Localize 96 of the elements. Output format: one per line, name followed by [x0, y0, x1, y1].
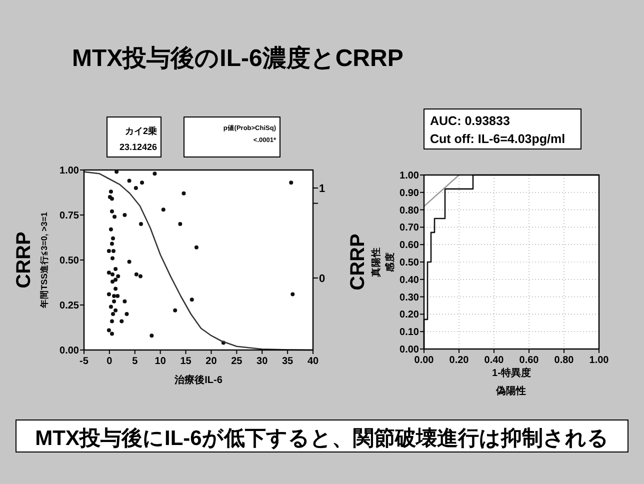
x-axis-title: 治療後IL-6 [174, 374, 223, 386]
line-series [83, 171, 314, 351]
point [112, 214, 117, 219]
text: 真陽性 [370, 247, 382, 278]
x-tick-label: 0.60 [519, 355, 540, 366]
y-tick-label: 0.75 [60, 210, 80, 222]
y-tick-label: 0.20 [400, 310, 420, 321]
x-tick-label: 0.00 [414, 355, 434, 366]
point [124, 312, 129, 316]
y-tick-label: 0.70 [400, 222, 420, 234]
y-tick-label: 0.60 [400, 240, 420, 252]
point [110, 280, 114, 284]
point [114, 308, 118, 312]
x-tick-label: 5 [132, 356, 138, 367]
x-tick-label: 25 [231, 356, 243, 367]
y-tick-label: 0.00 [60, 346, 80, 356]
point [114, 286, 118, 291]
point [110, 242, 114, 246]
point [122, 299, 127, 304]
x-tick-label: 40 [307, 356, 319, 367]
point [190, 298, 194, 302]
point [152, 172, 157, 176]
point [150, 334, 154, 338]
text: CRRP [347, 234, 369, 290]
text: 23.12426 [119, 142, 157, 152]
y-tick-label: 0.00 [400, 344, 420, 356]
point [178, 222, 182, 226]
point [114, 267, 118, 271]
chart-title: MTX投与後のIL-6濃度とCRRP [72, 45, 404, 72]
x-tick-label: -5 [80, 356, 89, 367]
y-tick-label: 0.30 [400, 292, 420, 304]
x-tick-label: 0.20 [449, 355, 470, 366]
point [112, 299, 116, 304]
point [110, 332, 114, 336]
point [106, 270, 111, 275]
y-axis-title: 年間TSS進行≦3=0, >3=1 [39, 212, 49, 310]
point [108, 227, 113, 232]
point [114, 278, 118, 282]
x-tick-label: 0 [106, 356, 113, 367]
x-axis-title: 1-特異度 [492, 367, 531, 379]
y-tick-label: 0.40 [400, 274, 420, 286]
x-tick-label: 0.40 [484, 355, 504, 366]
y-tick-label: 0.10 [400, 327, 420, 338]
point [106, 328, 111, 332]
point [140, 180, 144, 185]
text: MTX投与後にIL-6が低下すると、関節破壊進行は抑制される [35, 427, 609, 450]
point [110, 209, 114, 214]
point [122, 213, 127, 217]
point [106, 292, 111, 296]
y-tick-label: 1.00 [60, 166, 80, 176]
y-tick-label: 1.00 [400, 170, 420, 182]
point [173, 308, 178, 312]
y2-tick-label: 1 [319, 183, 326, 195]
x-tick-label: 0.80 [554, 355, 574, 366]
y-tick-label: 0.25 [60, 300, 80, 312]
y-tick-label: 0.50 [400, 258, 420, 268]
y-axis-title: 感度 [384, 252, 396, 273]
point [127, 178, 132, 183]
text: カイ2乗 [124, 126, 157, 136]
y-tick-label: 0.50 [60, 256, 80, 266]
point [116, 294, 120, 298]
point [194, 245, 198, 250]
point [108, 190, 113, 194]
text: Cut off: IL-6=4.03pg/ml [430, 132, 566, 146]
point [112, 294, 116, 298]
point [110, 256, 114, 260]
point [182, 191, 186, 196]
point [110, 272, 114, 276]
point [134, 272, 138, 276]
point [112, 249, 116, 253]
point [290, 292, 295, 296]
point [108, 304, 113, 309]
point [134, 186, 138, 190]
x-tick-label: 20 [206, 356, 218, 367]
point [110, 319, 114, 324]
point [111, 236, 116, 240]
x-tick-label: 15 [180, 356, 192, 367]
point [116, 274, 120, 278]
point [161, 208, 166, 212]
point [138, 274, 142, 278]
text: AUC: 0.93833 [430, 114, 510, 128]
point [289, 180, 294, 185]
text: CRRP [13, 232, 35, 288]
y-tick-label: 0.90 [400, 188, 420, 199]
y2-tick-label: 0 [319, 273, 326, 285]
x-tick-label: 35 [282, 356, 294, 367]
point [138, 222, 143, 226]
x-tick-label: 1.00 [589, 355, 610, 366]
x-tick-label: 10 [154, 356, 166, 367]
point [120, 319, 124, 324]
point [127, 260, 132, 264]
text: 偽陽性 [495, 385, 526, 397]
point [106, 249, 111, 253]
x-tick-label: 30 [256, 356, 268, 367]
y-tick-label: 0.80 [400, 205, 420, 216]
point [111, 312, 116, 316]
